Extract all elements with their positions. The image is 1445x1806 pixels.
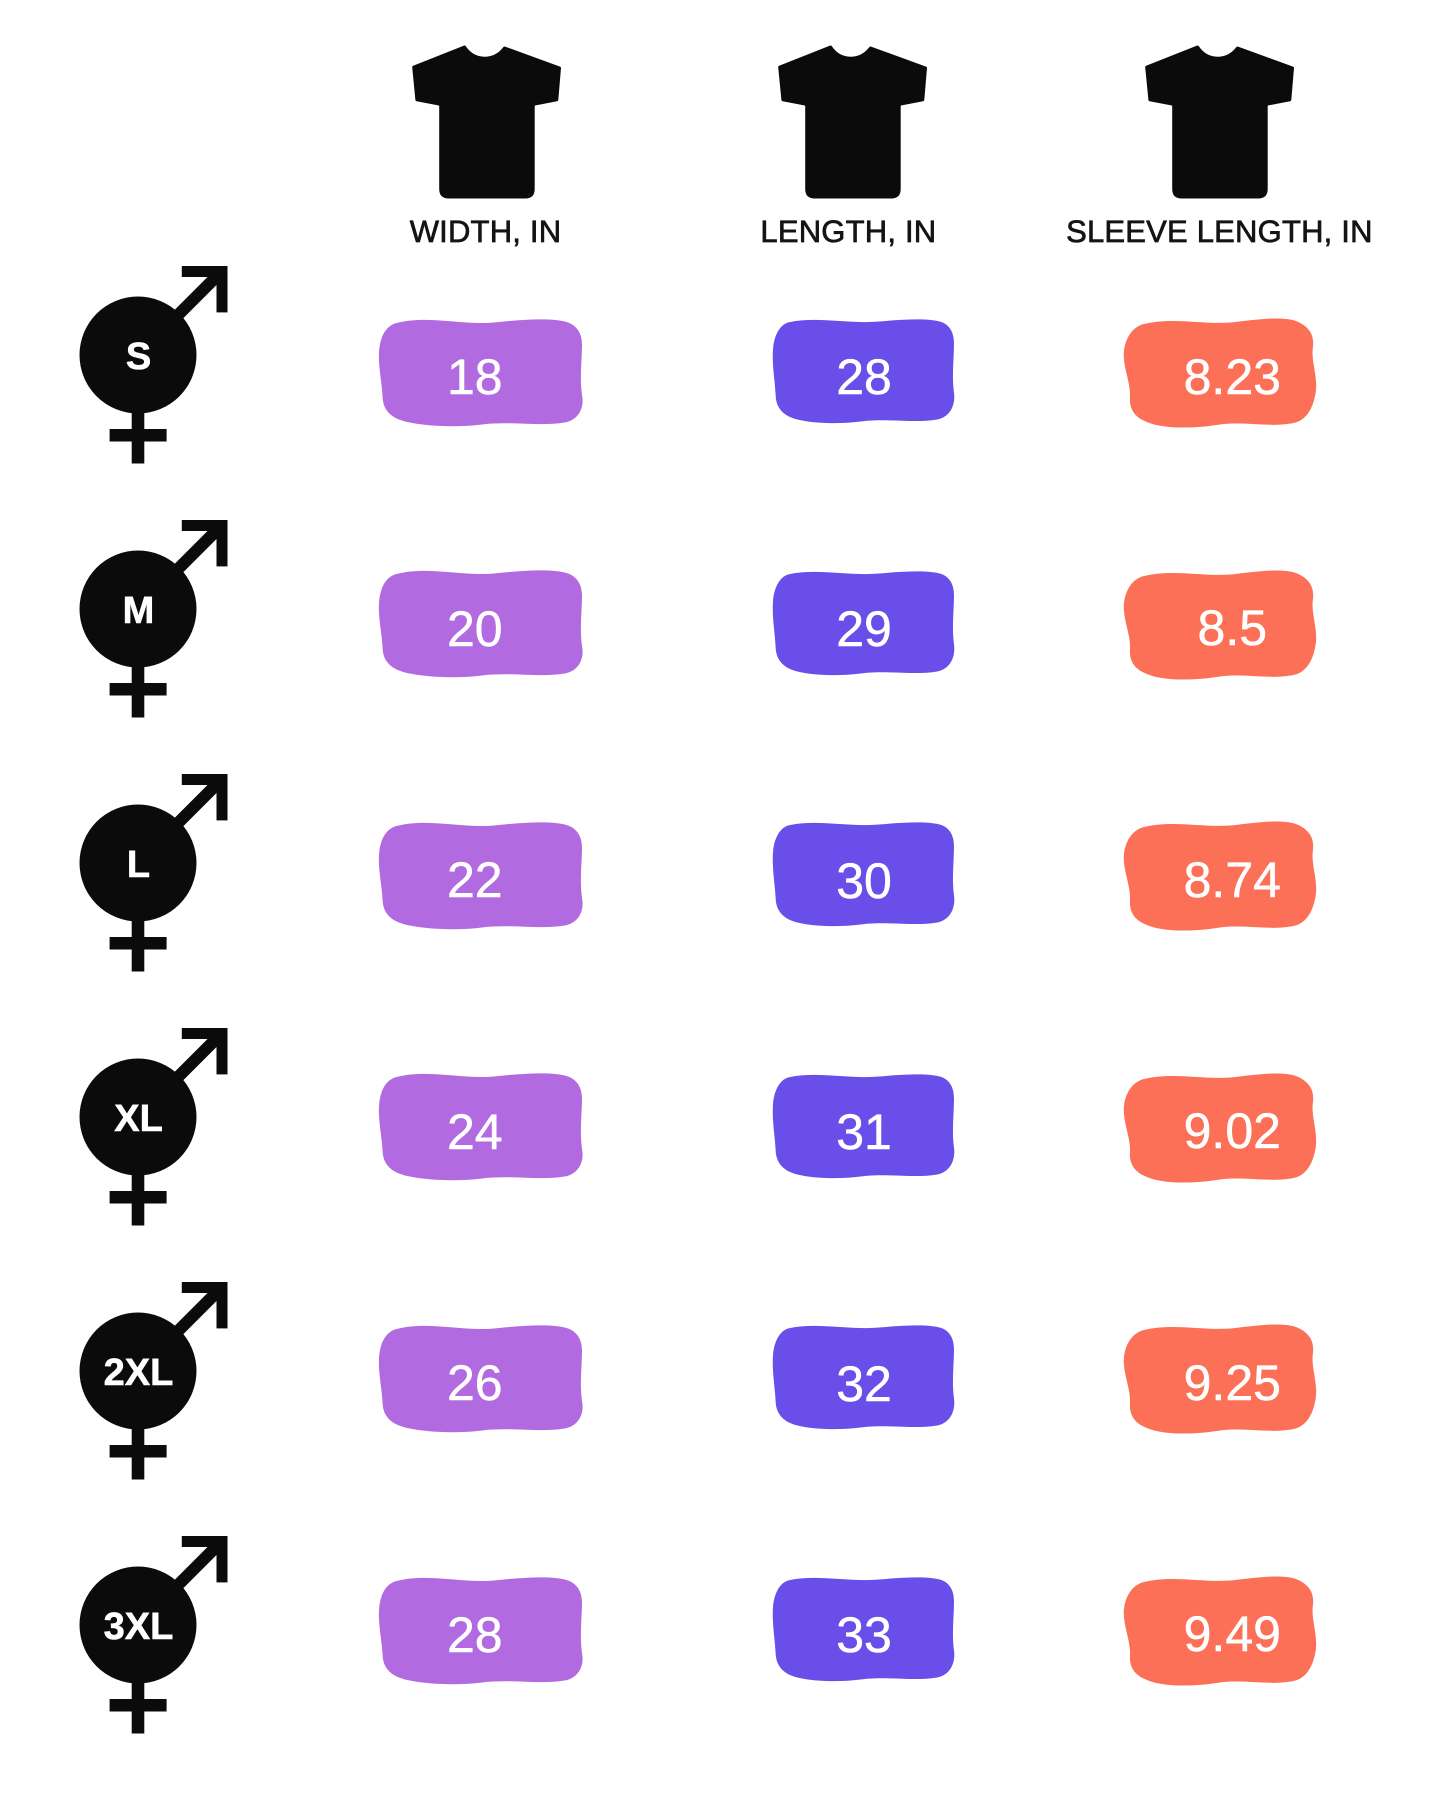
- svg-text:L: L: [126, 844, 149, 886]
- svg-text:3XL: 3XL: [103, 1606, 173, 1648]
- svg-text:S: S: [125, 336, 150, 378]
- svg-text:2XL: 2XL: [103, 1352, 173, 1394]
- svg-text:XL: XL: [114, 1098, 163, 1140]
- svg-text:M: M: [122, 590, 154, 632]
